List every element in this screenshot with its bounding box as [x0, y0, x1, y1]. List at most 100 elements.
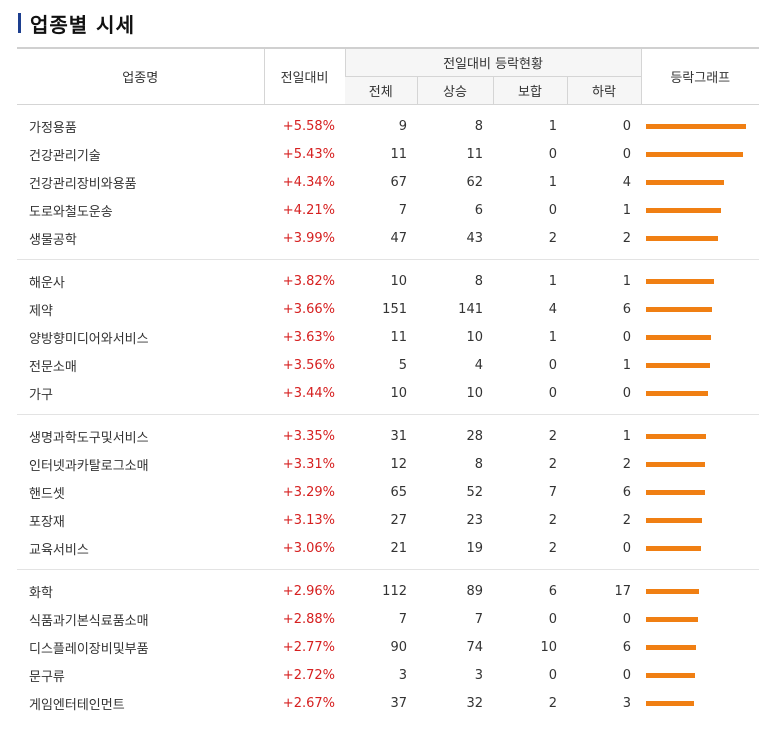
change-bar	[646, 278, 714, 284]
down-count: 1	[622, 428, 631, 444]
header-total[interactable]: 전체	[345, 76, 417, 105]
sector-name[interactable]: 디스플레이장비및부품	[29, 641, 149, 657]
change-bar	[646, 306, 712, 312]
flat-count: 7	[548, 484, 557, 500]
sector-name[interactable]: 게임엔터테인먼트	[29, 697, 125, 713]
total-count: 112	[382, 583, 407, 599]
table-row: 가구 +3.44% 10 10 0 0	[17, 379, 759, 407]
group-spacer	[17, 105, 759, 113]
sector-name[interactable]: 핸드셋	[29, 486, 65, 502]
down-count: 1	[622, 357, 631, 373]
header-sector[interactable]: 업종명	[17, 47, 264, 105]
change-bar	[646, 433, 706, 439]
flat-count: 1	[548, 118, 557, 134]
flat-count: 6	[548, 583, 557, 599]
total-count: 11	[390, 146, 407, 162]
header-up[interactable]: 상승	[416, 76, 493, 105]
change-bar	[646, 362, 710, 368]
flat-count: 4	[548, 301, 557, 317]
sector-table-body: 가정용품 +5.58% 9 8 1 0 건강관리기술 +5.43% 11 11 0 0 건강관리장비와용…	[17, 105, 759, 718]
down-count: 2	[622, 512, 631, 528]
down-count: 0	[622, 118, 631, 134]
change-rate: +4.21%	[282, 202, 335, 218]
change-rate: +3.63%	[282, 329, 335, 345]
total-count: 151	[382, 301, 407, 317]
sector-name[interactable]: 해운사	[29, 275, 65, 291]
up-count: 62	[466, 174, 483, 190]
group-spacer-cell	[17, 260, 759, 267]
change-bar	[646, 644, 696, 650]
header-flat[interactable]: 보합	[492, 76, 567, 105]
table-row: 디스플레이장비및부품 +2.77% 90 74 10 6	[17, 633, 759, 661]
down-count: 17	[614, 583, 631, 599]
change-rate: +3.29%	[282, 484, 335, 500]
up-count: 23	[466, 512, 483, 528]
sector-name[interactable]: 건강관리장비와용품	[29, 176, 137, 192]
group-spacer-cell	[17, 562, 759, 570]
sector-name[interactable]: 화학	[29, 585, 53, 601]
down-count: 4	[622, 174, 631, 190]
change-rate: +2.88%	[282, 611, 335, 627]
sector-name[interactable]: 제약	[29, 303, 53, 319]
group-spacer	[17, 562, 759, 570]
header-change-status: 전일대비 등락현황	[344, 47, 641, 77]
sector-name[interactable]: 전문소매	[29, 359, 77, 375]
down-count: 3	[622, 695, 631, 711]
sector-name[interactable]: 인터넷과카탈로그소매	[29, 458, 149, 474]
total-count: 47	[390, 230, 407, 246]
sector-name[interactable]: 건강관리기술	[29, 148, 101, 164]
total-count: 3	[398, 667, 407, 683]
sector-name[interactable]: 생명과학도구및서비스	[29, 430, 149, 446]
up-count: 43	[466, 230, 483, 246]
total-count: 37	[390, 695, 407, 711]
title-accent-bar	[18, 13, 21, 33]
change-rate: +2.72%	[282, 667, 335, 683]
change-rate: +3.44%	[282, 385, 335, 401]
sector-name[interactable]: 가정용품	[29, 120, 77, 136]
up-count: 8	[474, 273, 483, 289]
up-count: 7	[474, 611, 483, 627]
group-divider-cell	[17, 259, 759, 260]
graph-cell	[641, 323, 759, 351]
down-count: 0	[622, 667, 631, 683]
sector-name[interactable]: 양방향미디어와서비스	[29, 331, 149, 347]
sector-name[interactable]: 문구류	[29, 669, 65, 685]
change-rate: +2.67%	[282, 695, 335, 711]
page-title: 업종별 시세	[30, 12, 135, 37]
change-bar	[646, 235, 718, 241]
sector-name[interactable]: 생물공학	[29, 232, 77, 248]
down-count: 2	[622, 230, 631, 246]
flat-count: 2	[548, 512, 557, 528]
sector-name[interactable]: 가구	[29, 387, 53, 403]
change-bar	[646, 207, 721, 213]
graph-cell	[641, 295, 759, 323]
flat-count: 10	[540, 639, 557, 655]
table-row: 건강관리장비와용품 +4.34% 67 62 1 4	[17, 168, 759, 196]
total-count: 10	[390, 273, 407, 289]
header-down[interactable]: 하락	[566, 76, 641, 105]
sector-name[interactable]: 교육서비스	[29, 542, 89, 558]
total-count: 31	[390, 428, 407, 444]
change-rate: +3.99%	[282, 230, 335, 246]
change-bar	[646, 700, 694, 706]
sector-name[interactable]: 포장재	[29, 514, 65, 530]
header-change[interactable]: 전일대비	[263, 47, 345, 105]
sector-name[interactable]: 도로와철도운송	[29, 204, 113, 220]
table-row: 교육서비스 +3.06% 21 19 2 0	[17, 534, 759, 562]
table-row: 생명과학도구및서비스 +3.35% 31 28 2 1	[17, 422, 759, 450]
change-rate: +3.66%	[282, 301, 335, 317]
graph-cell	[641, 168, 759, 196]
graph-cell	[641, 422, 759, 450]
sector-name[interactable]: 식품과기본식료품소매	[29, 613, 149, 629]
group-spacer	[17, 415, 759, 422]
table-row: 건강관리기술 +5.43% 11 11 0 0	[17, 140, 759, 168]
table-row: 핸드셋 +3.29% 65 52 7 6	[17, 478, 759, 506]
group-divider-cell	[17, 569, 759, 570]
graph-cell	[641, 577, 759, 605]
table-row: 도로와철도운송 +4.21% 7 6 0 1	[17, 196, 759, 224]
flat-count: 0	[548, 611, 557, 627]
up-count: 52	[466, 484, 483, 500]
change-bar	[646, 489, 705, 495]
change-rate: +3.31%	[282, 456, 335, 472]
up-count: 8	[474, 456, 483, 472]
